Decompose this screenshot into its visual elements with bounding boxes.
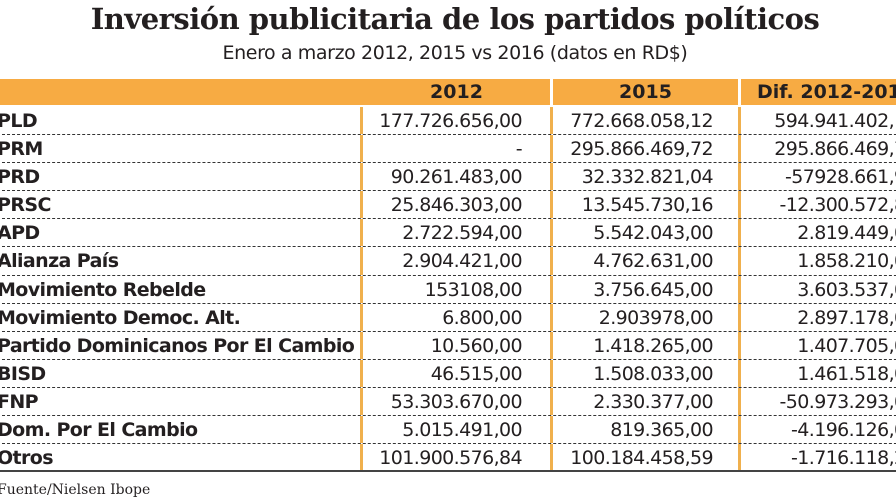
- table-row: Dom. Por El Cambio 5.015.491,00 819.365,00…: [0, 416, 896, 445]
- cell-value-2015: 819.365,00: [550, 416, 738, 444]
- table-row: APD 2.722.594,005.542.043,002.819.449,00: [0, 219, 896, 248]
- cell-value-2012: 177.726.656,00: [360, 107, 550, 135]
- cell-party: PRM: [0, 138, 43, 161]
- cell-value-diff: 594.941.402,12: [738, 107, 896, 135]
- cell-value-2015: 3.756.645,00: [550, 275, 738, 303]
- cell-party: Movimiento Democ. Alt.: [0, 306, 241, 329]
- cell-value-diff: 295.866.469,72: [738, 135, 896, 163]
- cell-value-2015: 772.668.058,12: [550, 107, 738, 135]
- data-table: 2012 2015 Dif. 2012-2016 PLD 177.726.656,…: [0, 79, 896, 473]
- table-body: PLD 177.726.656,00 772.668.058,12 594.941.4…: [0, 107, 896, 473]
- cell-value-2012: 2.722.594,00: [360, 219, 550, 247]
- cell-value-diff: 1.461.518,00: [738, 359, 896, 387]
- cell-value-2012: 53.303.670,00: [360, 387, 550, 416]
- cell-party: APD: [0, 222, 40, 245]
- table-header: 2012 2015 Dif. 2012-2016: [0, 79, 896, 105]
- table-row: Partido Dominicanos Por El Cambio 10.560,…: [0, 331, 896, 360]
- source-note: Fuente/Nielsen Ibope: [0, 482, 151, 498]
- table-row: PRSC 25.846.303,00 13.545.730,16 -12.300.57…: [0, 191, 896, 220]
- cell-party: PRD: [0, 166, 40, 189]
- cell-party: PRSC: [0, 194, 51, 217]
- cell-value-2012: 2.904.421,00: [360, 247, 550, 275]
- cell-party: Partido Dominicanos Por El Cambio: [0, 334, 355, 357]
- cell-value-diff: 1.858.210,00: [738, 247, 896, 275]
- cell-value-2015: 2.903978,00: [550, 303, 738, 331]
- header-party: [0, 79, 360, 105]
- table-row: BISD 46.515,001.508.033,001.461.518,00: [0, 359, 896, 388]
- cell-value-diff: 3.603.537,00: [738, 275, 896, 303]
- cell-value-2015: 5.542.043,00: [550, 219, 738, 247]
- cell-value-2012: 101.900.576,84: [360, 444, 550, 471]
- cell-value-diff: -50.973.293,00: [738, 387, 896, 416]
- chart-subtitle: Enero a marzo 2012, 2015 vs 2016 (datos …: [222, 42, 688, 64]
- cell-value-2015: 13.545.730,16: [550, 191, 738, 219]
- cell-party: BISD: [0, 362, 46, 385]
- cell-value-diff: -1.716.118,25: [738, 444, 896, 471]
- table-row: Movimiento Rebelde 153108,00 3.756.645,00 3…: [0, 275, 896, 304]
- cell-value-2015: 1.508.033,00: [550, 359, 738, 387]
- table-row: Alianza País 2.904.421,00 4.762.631,00 1.85…: [0, 247, 896, 276]
- cell-party: Alianza País: [0, 250, 119, 273]
- cell-value-2012: 90.261.483,00: [360, 163, 550, 191]
- cell-party: Dom. Por El Cambio: [0, 419, 198, 442]
- cell-value-diff: 2.819.449,00: [738, 219, 896, 247]
- cell-value-2015: 32.332.821,04: [550, 163, 738, 191]
- cell-party: Movimiento Rebelde: [0, 278, 206, 301]
- cell-value-2012: 25.846.303,00: [360, 191, 550, 219]
- cell-value-2012: 153108,00: [360, 275, 550, 303]
- cell-value-2012: 46.515,00: [360, 359, 550, 387]
- cell-value-diff: -12.300.572,84: [738, 191, 896, 219]
- cell-value-diff: 1.407.705,00: [738, 331, 896, 359]
- header-2015: 2015: [550, 79, 738, 105]
- cell-value-2015: 4.762.631,00: [550, 247, 738, 275]
- cell-value-diff: -57928.661,96: [738, 163, 896, 191]
- table-row: PLD 177.726.656,00 772.668.058,12 594.941.4…: [0, 107, 896, 136]
- cell-value-2015: 1.418.265,00: [550, 331, 738, 359]
- header-2012: 2012: [360, 79, 550, 105]
- table-row: Otros 101.900.576,84 100.184.458,59 -1.716.…: [0, 444, 896, 473]
- cell-value-2012: 10.560,00: [360, 331, 550, 359]
- cell-party: FNP: [0, 390, 39, 413]
- table-row: PRD 90.261.483,00 32.332.821,04 -57928.661,…: [0, 163, 896, 192]
- cell-value-2015: 295.866.469,72: [550, 135, 738, 163]
- chart-title: Inversión publicitaria de los partidos p…: [90, 2, 820, 36]
- header-diff: Dif. 2012-2016: [738, 79, 896, 105]
- cell-value-2012: 6.800,00: [360, 303, 550, 331]
- cell-value-diff: -4.196.126,00: [738, 416, 896, 444]
- table-row: Movimiento Democ. Alt. 6.800,00 2.903978,0…: [0, 303, 896, 332]
- cell-value-2015: 100.184.458,59: [550, 444, 738, 471]
- cell-party: PLD: [0, 110, 38, 132]
- cell-value-diff: 2.897.178,00: [738, 303, 896, 331]
- table-row: FNP 53.303.670,00 2.330.377,00 -50.973.293,…: [0, 387, 896, 417]
- cell-value-2012: -: [360, 135, 550, 163]
- cell-party: Otros: [0, 447, 54, 470]
- cell-value-2012: 5.015.491,00: [360, 416, 550, 444]
- cell-value-2015: 2.330.377,00: [550, 387, 738, 416]
